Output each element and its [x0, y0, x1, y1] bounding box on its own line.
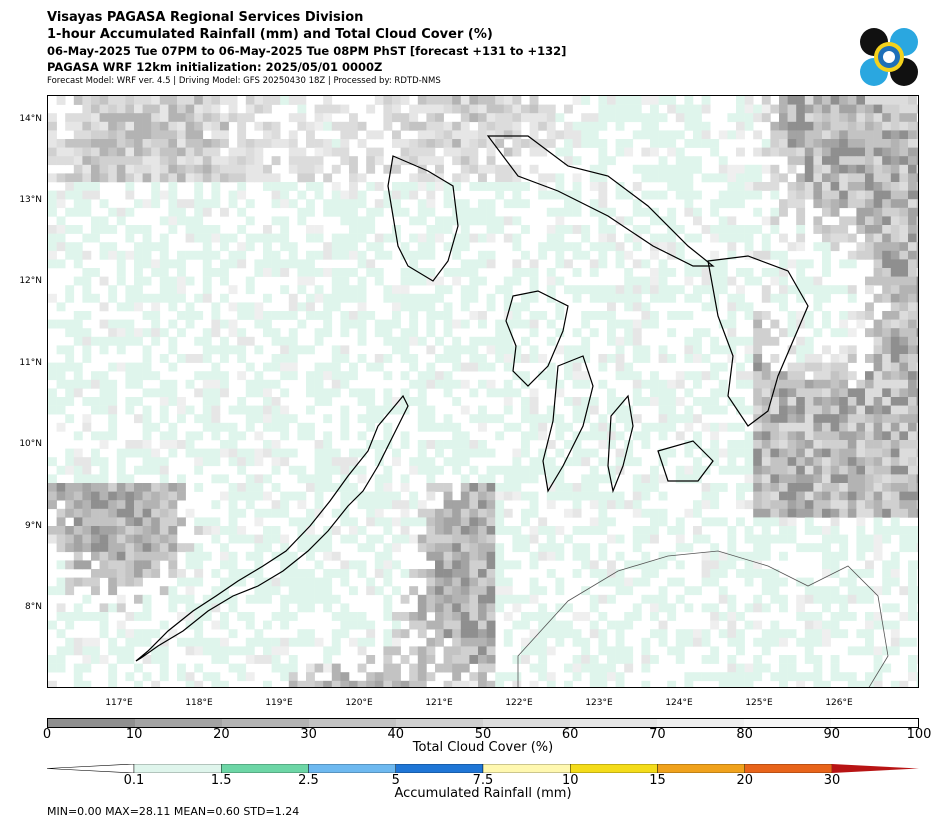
- latitude-label: 12°N: [19, 276, 42, 286]
- rainfall-tick: 20: [736, 773, 754, 788]
- longitude-label: 117°E: [105, 698, 133, 708]
- longitude-label: 126°E: [825, 698, 853, 708]
- latitude-label: 14°N: [19, 114, 42, 124]
- cloud-cover-tick: 80: [736, 727, 753, 742]
- cloud-cover-bin: [831, 719, 918, 727]
- cloud-cover-tick: 40: [387, 727, 405, 742]
- rainfall-tick: 15: [649, 773, 666, 788]
- longitude-label: 122°E: [505, 698, 533, 708]
- cloud-cover-tick: 60: [561, 727, 579, 742]
- cloud-cover-bin: [570, 719, 657, 727]
- cloud-cover-bin: [135, 719, 222, 727]
- latitude-label: 10°N: [19, 439, 42, 449]
- title-region: Visayas PAGASA Regional Services Divisio…: [47, 10, 364, 25]
- cloud-cover-tick: 20: [213, 727, 230, 742]
- rainfall-bin: [308, 764, 396, 773]
- cloud-cover-colorbar-title: Total Cloud Cover (%): [412, 740, 554, 755]
- coastline-panay: [505, 290, 569, 387]
- cloud-cover-bin: [396, 719, 483, 727]
- cloud-cover-tick: 100: [906, 727, 932, 742]
- coastline-palawan: [135, 394, 409, 662]
- longitude-label: 123°E: [585, 698, 613, 708]
- latitude-label: 13°N: [19, 195, 42, 205]
- cloud-cover-tick: 50: [474, 727, 492, 742]
- rainfall-bin: [657, 764, 745, 773]
- cloud-cover-colorbar: [47, 718, 919, 728]
- rainfall-bin: [133, 764, 222, 773]
- rainfall-tick: 5: [391, 773, 400, 788]
- rainfall-tick: 30: [823, 773, 841, 788]
- title-model-info: Forecast Model: WRF ver. 4.5 | Driving M…: [47, 76, 441, 86]
- cloud-cover-tick: 90: [823, 727, 841, 742]
- rainfall-tick: 10: [561, 773, 579, 788]
- longitude-label: 124°E: [665, 698, 693, 708]
- rainfall-bin: [570, 764, 658, 773]
- cloud-cover-bin: [309, 719, 396, 727]
- rainfall-over-arrow: [832, 764, 919, 773]
- latitude-label: 8°N: [25, 602, 42, 612]
- cloud-cover-bin: [657, 719, 744, 727]
- pagasa-logo: [860, 28, 918, 86]
- rainfall-tick: 1.5: [210, 773, 232, 788]
- latitude-label: 9°N: [25, 521, 42, 531]
- rainfall-under-arrow: [47, 764, 135, 773]
- cloud-cover-bin: [483, 719, 570, 727]
- cloud-cover-bin: [48, 719, 135, 727]
- longitude-label: 120°E: [345, 698, 373, 708]
- title-product: 1-hour Accumulated Rainfall (mm) and Tot…: [47, 27, 493, 42]
- rainfall-bin: [482, 764, 571, 773]
- coastline-negros: [542, 355, 594, 493]
- coastline-cebu: [607, 394, 634, 494]
- coastline-bohol: [657, 440, 714, 482]
- rainfall-bin: [221, 764, 309, 773]
- coastline-leyte-samar: [707, 255, 809, 427]
- longitude-label: 121°E: [425, 698, 453, 708]
- cloud-cover-bin: [222, 719, 309, 727]
- longitude-label: 119°E: [265, 698, 293, 708]
- rainfall-bin: [744, 764, 833, 773]
- title-initialization: PAGASA WRF 12km initialization: 2025/05/…: [47, 60, 383, 74]
- coastline-mindanao: [517, 550, 889, 687]
- rainfall-tick: 0.1: [123, 773, 145, 788]
- rainfall-tick: 7.5: [472, 773, 494, 788]
- title-valid-time: 06-May-2025 Tue 07PM to 06-May-2025 Tue …: [47, 44, 567, 58]
- coastlines: [135, 135, 889, 687]
- rainfall-statistics: MIN=0.00 MAX=28.11 MEAN=0.60 STD=1.24: [47, 805, 300, 818]
- map-canvas: [48, 96, 918, 687]
- longitude-label: 125°E: [745, 698, 773, 708]
- rainfall-colorbar-title: Accumulated Rainfall (mm): [394, 786, 572, 801]
- rainfall-cloud-map: [47, 95, 919, 688]
- cloud-cover-tick: 30: [300, 727, 317, 742]
- longitude-label: 118°E: [185, 698, 213, 708]
- rainfall-bin: [395, 764, 484, 773]
- coastline-mindoro: [387, 155, 459, 282]
- latitude-label: 11°N: [19, 358, 42, 368]
- coastline-luzon-south: [486, 135, 715, 267]
- cloud-cover-tick: 70: [649, 727, 666, 742]
- rainfall-colorbar: [47, 764, 919, 773]
- cloud-cover-tick: 10: [125, 727, 143, 742]
- rainfall-tick: 2.5: [298, 773, 319, 788]
- cloud-cover-tick: 0: [42, 727, 52, 742]
- cloud-cover-bin: [744, 719, 831, 727]
